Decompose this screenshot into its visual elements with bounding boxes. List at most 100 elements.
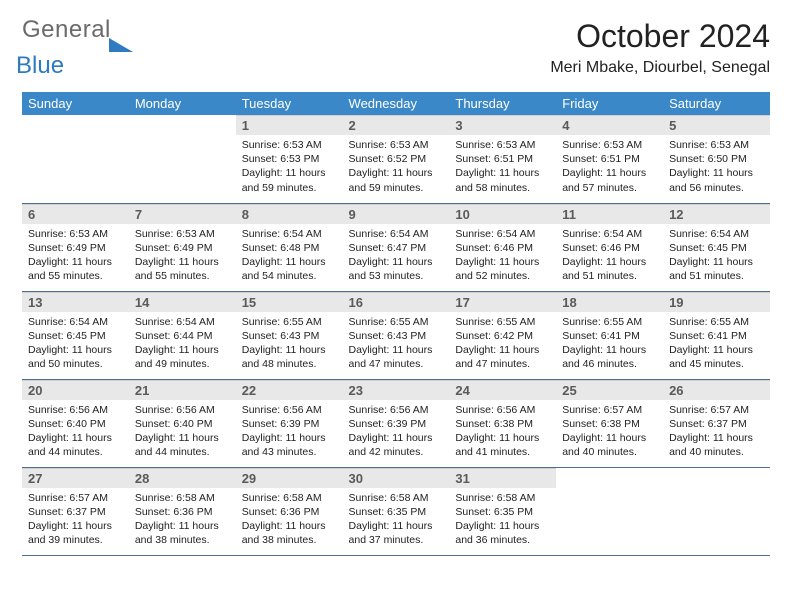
day-number: 12: [663, 204, 770, 224]
calendar-cell: 19Sunrise: 6:55 AMSunset: 6:41 PMDayligh…: [663, 291, 770, 379]
day-detail: Sunrise: 6:54 AMSunset: 6:45 PMDaylight:…: [663, 224, 770, 288]
weekday-header: Saturday: [663, 92, 770, 115]
header-row: General Blue October 2024 Meri Mbake, Di…: [22, 18, 770, 78]
calendar-table: SundayMondayTuesdayWednesdayThursdayFrid…: [22, 92, 770, 556]
day-detail: Sunrise: 6:54 AMSunset: 6:46 PMDaylight:…: [556, 224, 663, 288]
day-detail: Sunrise: 6:53 AMSunset: 6:49 PMDaylight:…: [129, 224, 236, 288]
day-detail: Sunrise: 6:54 AMSunset: 6:46 PMDaylight:…: [449, 224, 556, 288]
weekday-header: Friday: [556, 92, 663, 115]
logo: General Blue: [22, 18, 133, 78]
calendar-week-row: 13Sunrise: 6:54 AMSunset: 6:45 PMDayligh…: [22, 291, 770, 379]
calendar-cell: 16Sunrise: 6:55 AMSunset: 6:43 PMDayligh…: [343, 291, 450, 379]
day-detail: Sunrise: 6:53 AMSunset: 6:50 PMDaylight:…: [663, 135, 770, 199]
day-number: 6: [22, 204, 129, 224]
day-number: 11: [556, 204, 663, 224]
day-number: 31: [449, 468, 556, 488]
weekday-header: Thursday: [449, 92, 556, 115]
day-number: 4: [556, 115, 663, 135]
calendar-cell: ..: [22, 115, 129, 203]
day-number: 26: [663, 380, 770, 400]
calendar-cell: 13Sunrise: 6:54 AMSunset: 6:45 PMDayligh…: [22, 291, 129, 379]
calendar-cell: 22Sunrise: 6:56 AMSunset: 6:39 PMDayligh…: [236, 379, 343, 467]
weekday-header-row: SundayMondayTuesdayWednesdayThursdayFrid…: [22, 92, 770, 115]
day-detail: Sunrise: 6:58 AMSunset: 6:35 PMDaylight:…: [449, 488, 556, 552]
calendar-week-row: ....1Sunrise: 6:53 AMSunset: 6:53 PMDayl…: [22, 115, 770, 203]
calendar-cell: 29Sunrise: 6:58 AMSunset: 6:36 PMDayligh…: [236, 467, 343, 555]
day-number: 30: [343, 468, 450, 488]
calendar-cell: 24Sunrise: 6:56 AMSunset: 6:38 PMDayligh…: [449, 379, 556, 467]
day-detail: Sunrise: 6:56 AMSunset: 6:40 PMDaylight:…: [129, 400, 236, 464]
day-number: 10: [449, 204, 556, 224]
calendar-cell: 15Sunrise: 6:55 AMSunset: 6:43 PMDayligh…: [236, 291, 343, 379]
day-number: 3: [449, 115, 556, 135]
day-detail: Sunrise: 6:55 AMSunset: 6:43 PMDaylight:…: [236, 312, 343, 376]
day-detail: Sunrise: 6:57 AMSunset: 6:37 PMDaylight:…: [22, 488, 129, 552]
calendar-cell: 9Sunrise: 6:54 AMSunset: 6:47 PMDaylight…: [343, 203, 450, 291]
day-number: 14: [129, 292, 236, 312]
calendar-cell: 26Sunrise: 6:57 AMSunset: 6:37 PMDayligh…: [663, 379, 770, 467]
logo-triangle-icon: [109, 38, 133, 52]
day-number: 22: [236, 380, 343, 400]
day-number: 8: [236, 204, 343, 224]
calendar-cell: 6Sunrise: 6:53 AMSunset: 6:49 PMDaylight…: [22, 203, 129, 291]
day-number: 1: [236, 115, 343, 135]
day-number: 2: [343, 115, 450, 135]
day-number: 19: [663, 292, 770, 312]
page-title: October 2024: [550, 18, 770, 55]
weekday-header: Tuesday: [236, 92, 343, 115]
day-detail: Sunrise: 6:58 AMSunset: 6:36 PMDaylight:…: [236, 488, 343, 552]
day-detail: Sunrise: 6:54 AMSunset: 6:44 PMDaylight:…: [129, 312, 236, 376]
calendar-cell: 31Sunrise: 6:58 AMSunset: 6:35 PMDayligh…: [449, 467, 556, 555]
calendar-cell: 20Sunrise: 6:56 AMSunset: 6:40 PMDayligh…: [22, 379, 129, 467]
calendar-cell: 21Sunrise: 6:56 AMSunset: 6:40 PMDayligh…: [129, 379, 236, 467]
day-detail: Sunrise: 6:53 AMSunset: 6:51 PMDaylight:…: [449, 135, 556, 199]
calendar-cell: 30Sunrise: 6:58 AMSunset: 6:35 PMDayligh…: [343, 467, 450, 555]
logo-word2: Blue: [16, 54, 64, 78]
day-detail: Sunrise: 6:56 AMSunset: 6:40 PMDaylight:…: [22, 400, 129, 464]
day-detail: Sunrise: 6:57 AMSunset: 6:37 PMDaylight:…: [663, 400, 770, 464]
day-detail: Sunrise: 6:54 AMSunset: 6:47 PMDaylight:…: [343, 224, 450, 288]
title-block: October 2024 Meri Mbake, Diourbel, Seneg…: [550, 18, 770, 77]
day-detail: Sunrise: 6:54 AMSunset: 6:48 PMDaylight:…: [236, 224, 343, 288]
weekday-header: Monday: [129, 92, 236, 115]
location-subtitle: Meri Mbake, Diourbel, Senegal: [550, 59, 770, 77]
day-detail: Sunrise: 6:56 AMSunset: 6:39 PMDaylight:…: [343, 400, 450, 464]
day-detail: Sunrise: 6:56 AMSunset: 6:39 PMDaylight:…: [236, 400, 343, 464]
day-detail: Sunrise: 6:53 AMSunset: 6:53 PMDaylight:…: [236, 135, 343, 199]
calendar-cell: 7Sunrise: 6:53 AMSunset: 6:49 PMDaylight…: [129, 203, 236, 291]
calendar-cell: 27Sunrise: 6:57 AMSunset: 6:37 PMDayligh…: [22, 467, 129, 555]
day-number: 24: [449, 380, 556, 400]
day-detail: Sunrise: 6:56 AMSunset: 6:38 PMDaylight:…: [449, 400, 556, 464]
day-number: 20: [22, 380, 129, 400]
calendar-cell: 18Sunrise: 6:55 AMSunset: 6:41 PMDayligh…: [556, 291, 663, 379]
day-number: 29: [236, 468, 343, 488]
day-number: 18: [556, 292, 663, 312]
day-detail: Sunrise: 6:53 AMSunset: 6:52 PMDaylight:…: [343, 135, 450, 199]
day-number: 13: [22, 292, 129, 312]
calendar-cell: 14Sunrise: 6:54 AMSunset: 6:44 PMDayligh…: [129, 291, 236, 379]
day-detail: Sunrise: 6:55 AMSunset: 6:41 PMDaylight:…: [556, 312, 663, 376]
calendar-cell: 3Sunrise: 6:53 AMSunset: 6:51 PMDaylight…: [449, 115, 556, 203]
day-number: 17: [449, 292, 556, 312]
weekday-header: Sunday: [22, 92, 129, 115]
day-number: 23: [343, 380, 450, 400]
calendar-cell: 1Sunrise: 6:53 AMSunset: 6:53 PMDaylight…: [236, 115, 343, 203]
day-detail: Sunrise: 6:55 AMSunset: 6:41 PMDaylight:…: [663, 312, 770, 376]
calendar-cell: 12Sunrise: 6:54 AMSunset: 6:45 PMDayligh…: [663, 203, 770, 291]
day-number: 27: [22, 468, 129, 488]
calendar-cell: 5Sunrise: 6:53 AMSunset: 6:50 PMDaylight…: [663, 115, 770, 203]
day-number: 15: [236, 292, 343, 312]
day-number: 25: [556, 380, 663, 400]
weekday-header: Wednesday: [343, 92, 450, 115]
calendar-cell: 4Sunrise: 6:53 AMSunset: 6:51 PMDaylight…: [556, 115, 663, 203]
day-detail: Sunrise: 6:57 AMSunset: 6:38 PMDaylight:…: [556, 400, 663, 464]
day-number: 16: [343, 292, 450, 312]
day-detail: Sunrise: 6:54 AMSunset: 6:45 PMDaylight:…: [22, 312, 129, 376]
calendar-cell: ..: [129, 115, 236, 203]
day-detail: Sunrise: 6:53 AMSunset: 6:51 PMDaylight:…: [556, 135, 663, 199]
day-detail: Sunrise: 6:53 AMSunset: 6:49 PMDaylight:…: [22, 224, 129, 288]
calendar-cell: ..: [663, 467, 770, 555]
calendar-cell: 25Sunrise: 6:57 AMSunset: 6:38 PMDayligh…: [556, 379, 663, 467]
calendar-week-row: 20Sunrise: 6:56 AMSunset: 6:40 PMDayligh…: [22, 379, 770, 467]
calendar-cell: 10Sunrise: 6:54 AMSunset: 6:46 PMDayligh…: [449, 203, 556, 291]
